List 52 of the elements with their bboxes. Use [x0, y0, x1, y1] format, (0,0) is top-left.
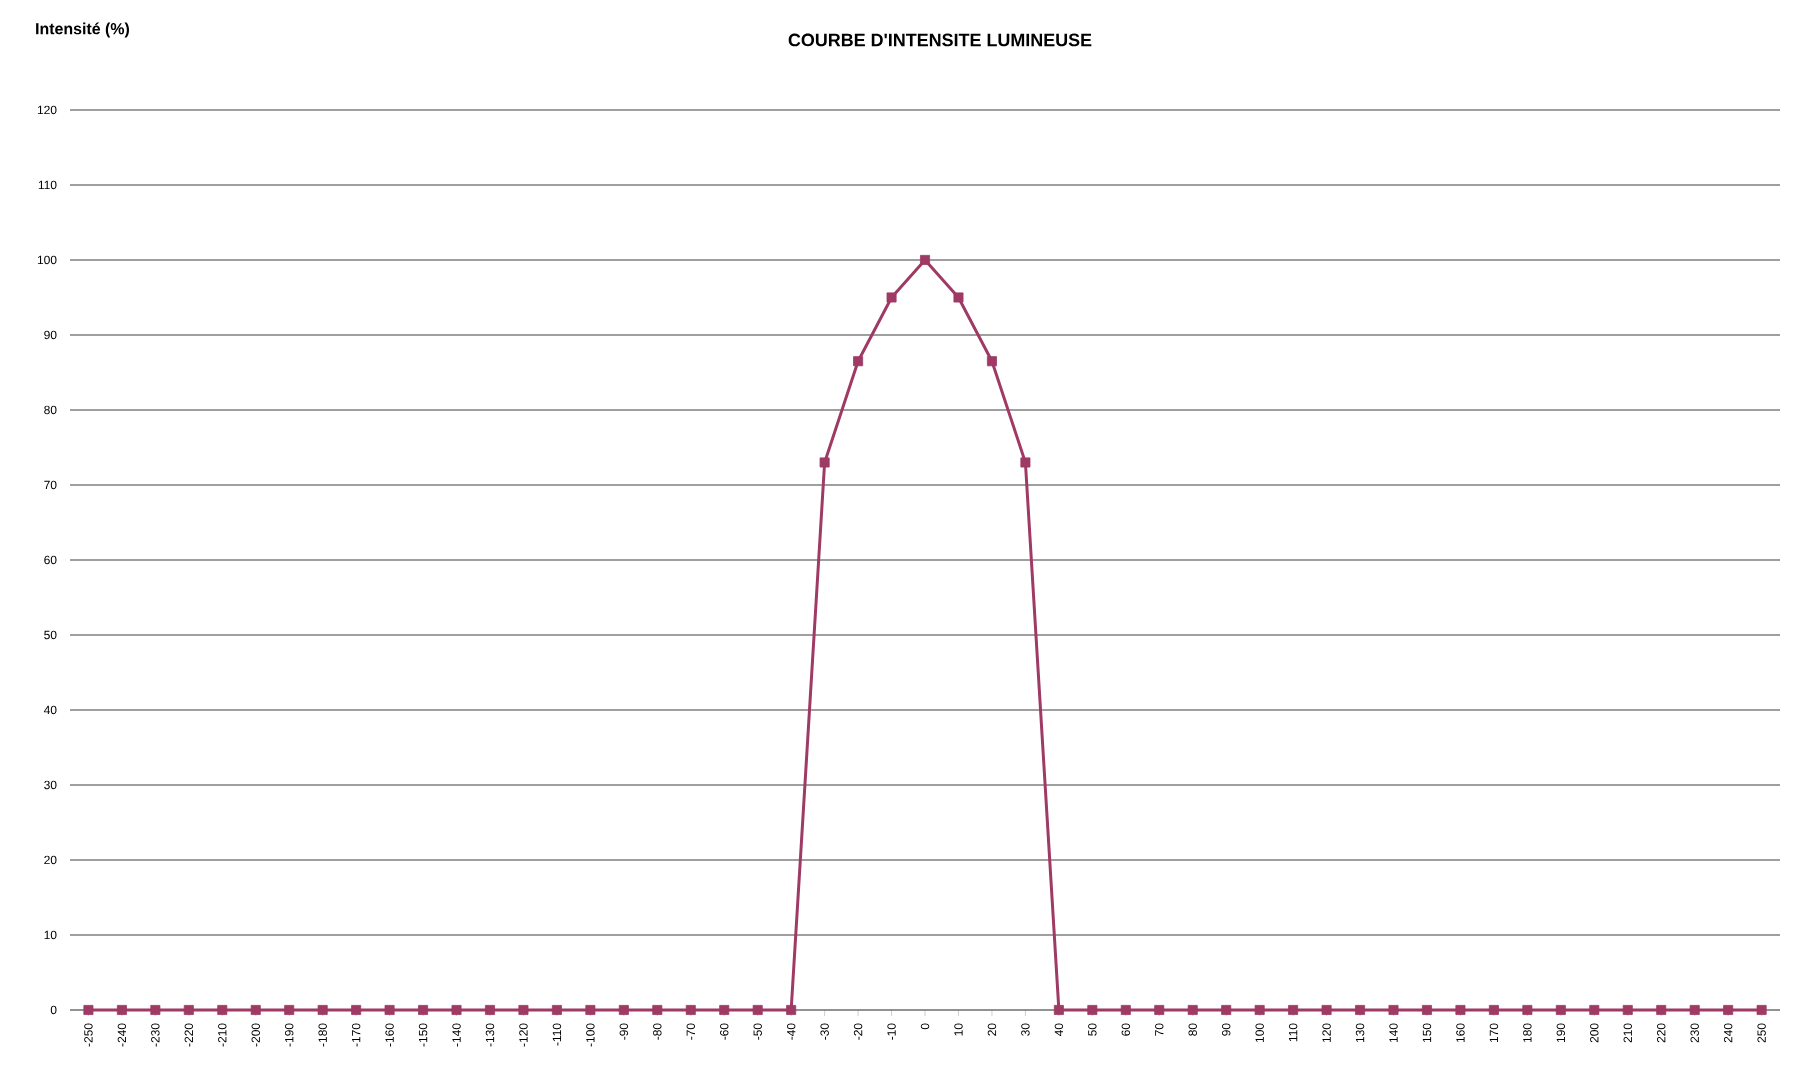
point — [1689, 1004, 1700, 1015]
point — [1187, 1004, 1198, 1015]
point — [986, 356, 997, 367]
point — [1321, 1004, 1332, 1015]
point — [1120, 1004, 1131, 1015]
point — [518, 1004, 529, 1015]
point — [1355, 1004, 1366, 1015]
point — [786, 1004, 797, 1015]
point — [652, 1004, 663, 1015]
point — [150, 1004, 161, 1015]
point — [1555, 1004, 1566, 1015]
point — [250, 1004, 261, 1015]
point — [217, 1004, 228, 1015]
point — [920, 254, 930, 265]
point — [1488, 1004, 1499, 1015]
point — [1756, 1004, 1767, 1015]
point — [1221, 1004, 1232, 1015]
point — [551, 1004, 562, 1015]
point — [116, 1004, 127, 1015]
point — [819, 457, 830, 468]
point — [1053, 1004, 1064, 1015]
point — [1723, 1004, 1734, 1015]
point — [1455, 1004, 1466, 1015]
point — [485, 1004, 495, 1015]
chart-title: COURBE D'INTENSITE LUMINEUSE — [788, 33, 1092, 47]
point — [853, 356, 864, 367]
point — [752, 1004, 763, 1015]
point — [953, 292, 964, 303]
point — [1656, 1004, 1667, 1015]
point — [183, 1004, 194, 1015]
point — [719, 1004, 730, 1015]
point — [886, 292, 897, 303]
point — [418, 1004, 429, 1015]
point — [1020, 457, 1031, 468]
point — [451, 1004, 462, 1015]
point — [384, 1004, 395, 1015]
point — [585, 1004, 596, 1015]
point — [1622, 1004, 1633, 1015]
point — [1589, 1004, 1600, 1015]
point — [1254, 1004, 1265, 1015]
point — [685, 1004, 696, 1015]
point — [1522, 1004, 1533, 1015]
point — [284, 1004, 295, 1015]
point — [1087, 1004, 1098, 1015]
point — [351, 1004, 362, 1015]
point — [1288, 1004, 1299, 1015]
point — [1388, 1004, 1399, 1015]
point — [83, 1004, 94, 1015]
point — [1422, 1004, 1432, 1015]
point — [317, 1004, 328, 1015]
point — [618, 1004, 629, 1015]
point — [1154, 1004, 1165, 1015]
